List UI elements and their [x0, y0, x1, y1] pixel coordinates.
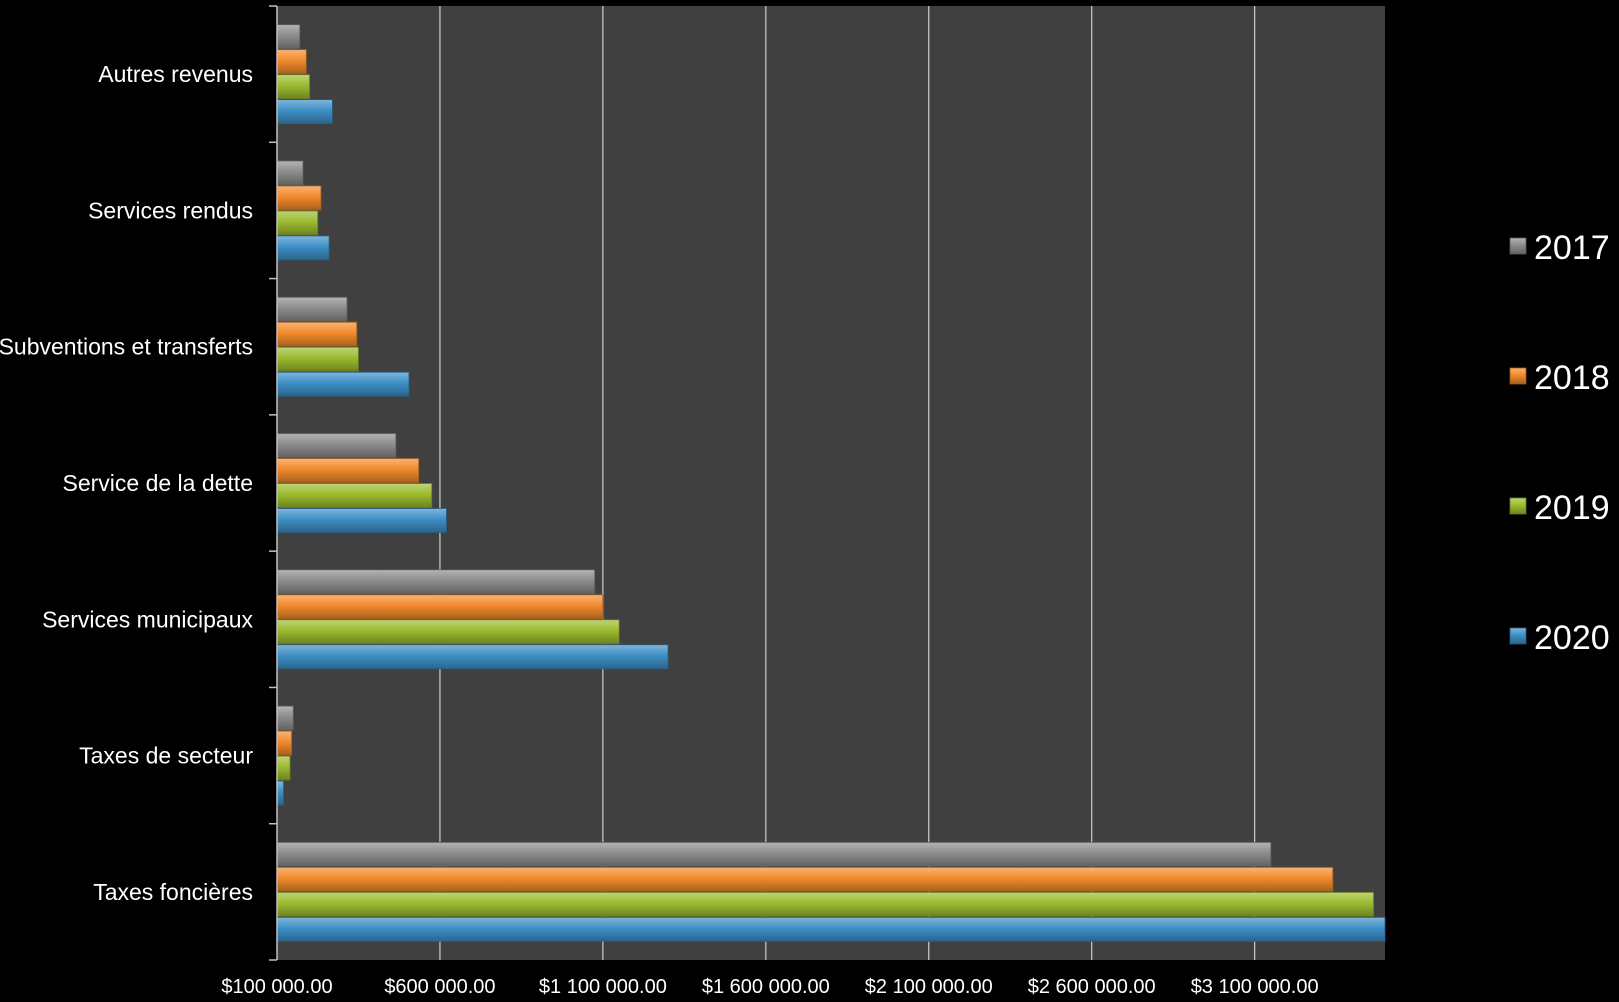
legend-swatch: [1509, 497, 1527, 515]
bar: [276, 891, 1374, 917]
bar: [276, 594, 604, 620]
bar: [276, 210, 319, 236]
x-tick-label: $3 100 000.00: [1191, 976, 1319, 998]
bar: [276, 49, 307, 75]
legend: 2017 2018 2019 2020: [1509, 229, 1610, 657]
category-label: Services municipaux: [42, 606, 253, 632]
bar: [276, 346, 359, 372]
y-axis: [269, 5, 278, 961]
bar: [276, 433, 397, 458]
category-label: Taxes foncières: [93, 879, 253, 905]
category-labels: Autres revenus Services rendus Subventions…: [0, 61, 253, 905]
x-tick-label: $1 600 000.00: [702, 976, 830, 998]
bar: [276, 705, 294, 731]
legend-label: 2020: [1534, 619, 1610, 657]
bar: [276, 371, 410, 397]
bar: [276, 730, 293, 756]
bars: [276, 24, 1386, 942]
bar: [276, 296, 348, 322]
category-label: Service de la dette: [62, 470, 253, 496]
x-tick-label: $600 000.00: [384, 976, 495, 998]
legend-label: 2018: [1534, 359, 1610, 397]
category-label: Services rendus: [88, 197, 253, 223]
bar: [276, 916, 1386, 942]
bar: [276, 508, 447, 533]
legend-swatch: [1509, 627, 1527, 645]
category-label: Subventions et transferts: [0, 334, 253, 360]
legend-label: 2017: [1534, 229, 1610, 267]
category-label: Taxes de secteur: [79, 743, 253, 769]
bar: [276, 24, 301, 50]
grid-lines: [439, 6, 1256, 960]
bar: [276, 99, 333, 125]
legend-item: 2019: [1509, 489, 1610, 527]
legend-item: 2020: [1509, 619, 1610, 657]
bar: [276, 235, 330, 261]
bar: [276, 321, 358, 347]
bar: [276, 569, 596, 595]
bar: [276, 866, 1334, 892]
x-tick-label: $2 100 000.00: [865, 976, 993, 998]
plot-area: [277, 6, 1385, 960]
bar: [276, 755, 291, 781]
x-tick-label: $100 000.00: [221, 976, 332, 998]
bar: [276, 185, 322, 211]
legend-swatch: [1509, 237, 1527, 255]
bar: [276, 644, 669, 670]
bar: [276, 619, 620, 645]
bar: [276, 160, 304, 186]
x-tick-label: $2 600 000.00: [1028, 976, 1156, 998]
bar: [276, 841, 1272, 867]
legend-item: 2017: [1509, 229, 1610, 267]
legend-label: 2019: [1534, 489, 1610, 527]
bar: [276, 458, 420, 483]
x-tick-labels: $100 000.00 $600 000.00 $1 100 000.00 $1 60…: [221, 976, 1318, 998]
legend-swatch: [1509, 367, 1527, 385]
legend-item: 2018: [1509, 359, 1610, 397]
x-tick-label: $1 100 000.00: [539, 976, 667, 998]
bar: [276, 74, 310, 100]
category-label: Autres revenus: [98, 61, 253, 87]
bar: [276, 780, 284, 806]
bar: [276, 483, 433, 508]
